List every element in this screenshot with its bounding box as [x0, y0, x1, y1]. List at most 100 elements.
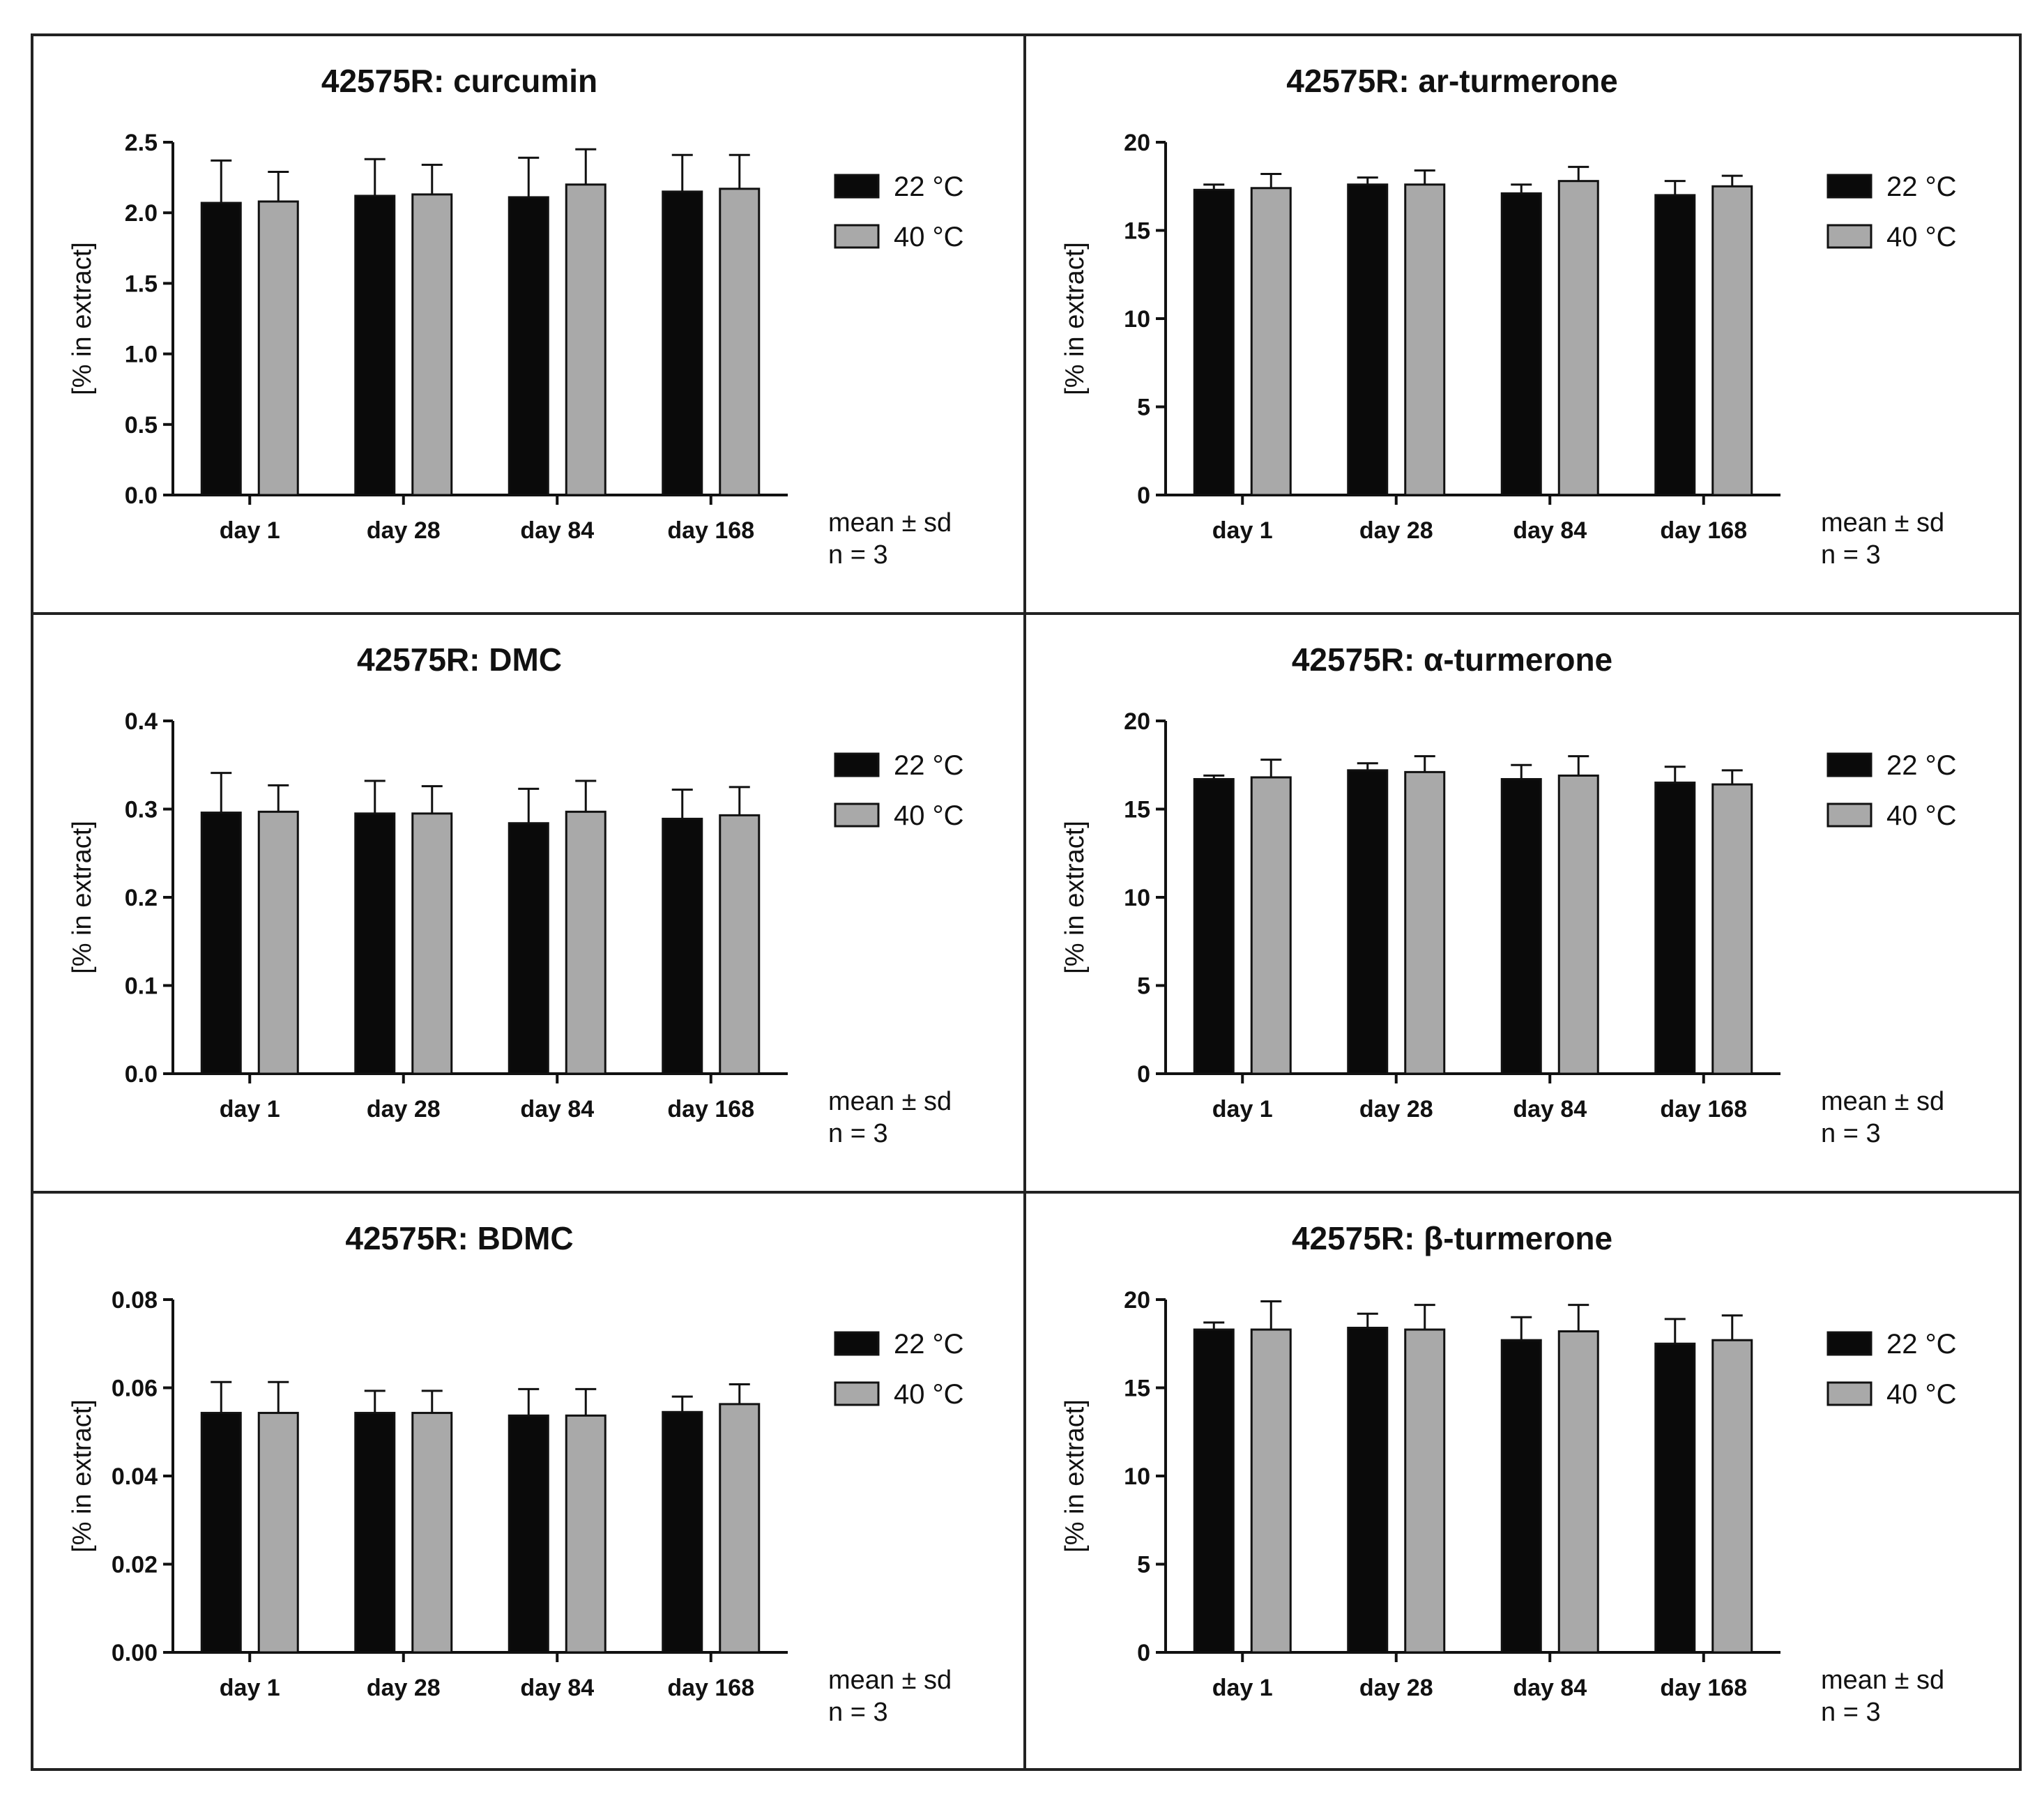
annotation-n: n = 3	[1821, 1698, 1881, 1727]
bar	[1250, 776, 1292, 1075]
bar	[1654, 782, 1696, 1075]
bar	[354, 1412, 396, 1654]
x-tick-label: day 28	[367, 517, 441, 544]
legend-label-22c: 22 °C	[894, 172, 964, 202]
bar	[565, 1414, 607, 1654]
bar	[662, 1410, 703, 1654]
x-tick-label: day 84	[520, 1096, 594, 1122]
annotation-n: n = 3	[828, 1119, 888, 1148]
annotation-mean-sd: mean ± sd	[1821, 1666, 1944, 1695]
x-tick-label: day 168	[667, 1096, 754, 1122]
legend-swatch-40c	[1826, 224, 1873, 249]
y-axis-label: [% in extract]	[68, 242, 97, 395]
bar	[1557, 1330, 1599, 1654]
bar	[1711, 783, 1753, 1075]
chart-title: 42575R: α-turmerone	[1292, 641, 1612, 678]
bar	[411, 812, 453, 1075]
x-tick-label: day 168	[667, 517, 754, 544]
chart-panel-curcumin: 42575R: curcumin 0.0 0.5 1.0 1.5 2.0 2.5 [% in …	[33, 36, 1023, 612]
y-axis-label: [% in extract]	[68, 821, 97, 974]
bar	[508, 822, 549, 1075]
bar	[200, 812, 242, 1075]
y-tick-label: 10	[1124, 885, 1150, 911]
bar	[1557, 180, 1599, 496]
bar	[257, 1412, 299, 1654]
y-tick-label: 2.5	[125, 130, 158, 156]
legend-swatch-22c	[1826, 752, 1873, 777]
x-tick-label: day 84	[520, 517, 594, 544]
y-tick-label: 0.06	[112, 1376, 158, 1402]
y-tick-label: 0.2	[125, 885, 158, 911]
y-tick-label: 5	[1137, 973, 1150, 1000]
bar	[662, 817, 703, 1075]
annotation-n: n = 3	[1821, 1119, 1881, 1148]
legend-label-40c: 40 °C	[1886, 1379, 1957, 1410]
x-tick-label: day 1	[220, 1675, 280, 1701]
annotation-n: n = 3	[828, 1698, 888, 1727]
legend-label-40c: 40 °C	[894, 222, 964, 252]
bar	[1711, 1339, 1753, 1654]
bar	[200, 201, 242, 496]
y-tick-label: 5	[1137, 1552, 1150, 1578]
y-tick-label: 0.4	[125, 708, 158, 735]
chart-panel-beta-turmerone: 42575R: β-turmerone 0 5 10 15 20 [% in extract…	[1026, 1194, 2019, 1768]
y-tick-label: 0	[1137, 482, 1150, 509]
y-tick-label: 10	[1124, 1463, 1150, 1490]
bar	[1404, 1328, 1446, 1654]
y-tick-label: 5	[1137, 395, 1150, 421]
y-tick-label: 0.3	[125, 797, 158, 823]
annotation-n: n = 3	[1821, 540, 1881, 570]
bar	[1347, 769, 1389, 1075]
legend-swatch-22c	[1826, 174, 1873, 199]
x-tick-label: day 168	[1660, 517, 1747, 544]
y-tick-label: 15	[1124, 797, 1150, 823]
legend-label-40c: 40 °C	[1886, 800, 1957, 831]
bar	[719, 1403, 761, 1654]
x-tick-label: day 168	[1660, 1096, 1747, 1122]
bar	[719, 188, 761, 496]
bar	[257, 200, 299, 496]
annotation-mean-sd: mean ± sd	[1821, 1087, 1944, 1116]
bar	[200, 1412, 242, 1654]
y-axis-label: [% in extract]	[68, 1399, 97, 1553]
y-tick-label: 20	[1124, 1287, 1150, 1314]
bar	[1250, 1328, 1292, 1654]
bar	[1557, 774, 1599, 1075]
bar	[1193, 777, 1235, 1075]
divider-vertical	[1023, 36, 1026, 1768]
x-tick-label: day 28	[367, 1675, 441, 1701]
legend-swatch-22c	[834, 752, 880, 777]
x-tick-label: day 1	[1212, 1675, 1273, 1701]
bar	[565, 183, 607, 496]
y-tick-label: 15	[1124, 218, 1150, 245]
legend-label-40c: 40 °C	[894, 800, 964, 831]
x-tick-label: day 84	[1513, 1096, 1587, 1122]
bar	[1500, 192, 1542, 496]
x-tick-label: day 84	[520, 1675, 594, 1701]
y-tick-label: 0.08	[112, 1287, 158, 1314]
bar	[508, 196, 549, 496]
bar	[1654, 1342, 1696, 1654]
annotation-mean-sd: mean ± sd	[828, 508, 952, 538]
chart-title: 42575R: BDMC	[345, 1220, 573, 1256]
legend-swatch-40c	[1826, 1381, 1873, 1406]
legend-swatch-22c	[834, 1331, 880, 1356]
legend-label-22c: 22 °C	[1886, 750, 1957, 781]
bar	[1250, 187, 1292, 496]
y-tick-label: 0	[1137, 1061, 1150, 1088]
x-tick-label: day 168	[667, 1675, 754, 1701]
x-tick-label: day 28	[1359, 1096, 1433, 1122]
y-axis-label: [% in extract]	[1060, 821, 1090, 974]
legend-swatch-22c	[1826, 1331, 1873, 1356]
y-tick-label: 20	[1124, 708, 1150, 735]
x-tick-label: day 168	[1660, 1675, 1747, 1701]
legend-swatch-40c	[834, 802, 880, 828]
y-tick-label: 0.00	[112, 1640, 158, 1666]
legend-label-22c: 22 °C	[1886, 172, 1957, 202]
legend-swatch-40c	[834, 224, 880, 249]
y-tick-label: 10	[1124, 306, 1150, 333]
x-tick-label: day 1	[1212, 517, 1273, 544]
legend-label-40c: 40 °C	[1886, 222, 1957, 252]
annotation-mean-sd: mean ± sd	[828, 1087, 952, 1116]
y-tick-label: 0.0	[125, 482, 158, 509]
